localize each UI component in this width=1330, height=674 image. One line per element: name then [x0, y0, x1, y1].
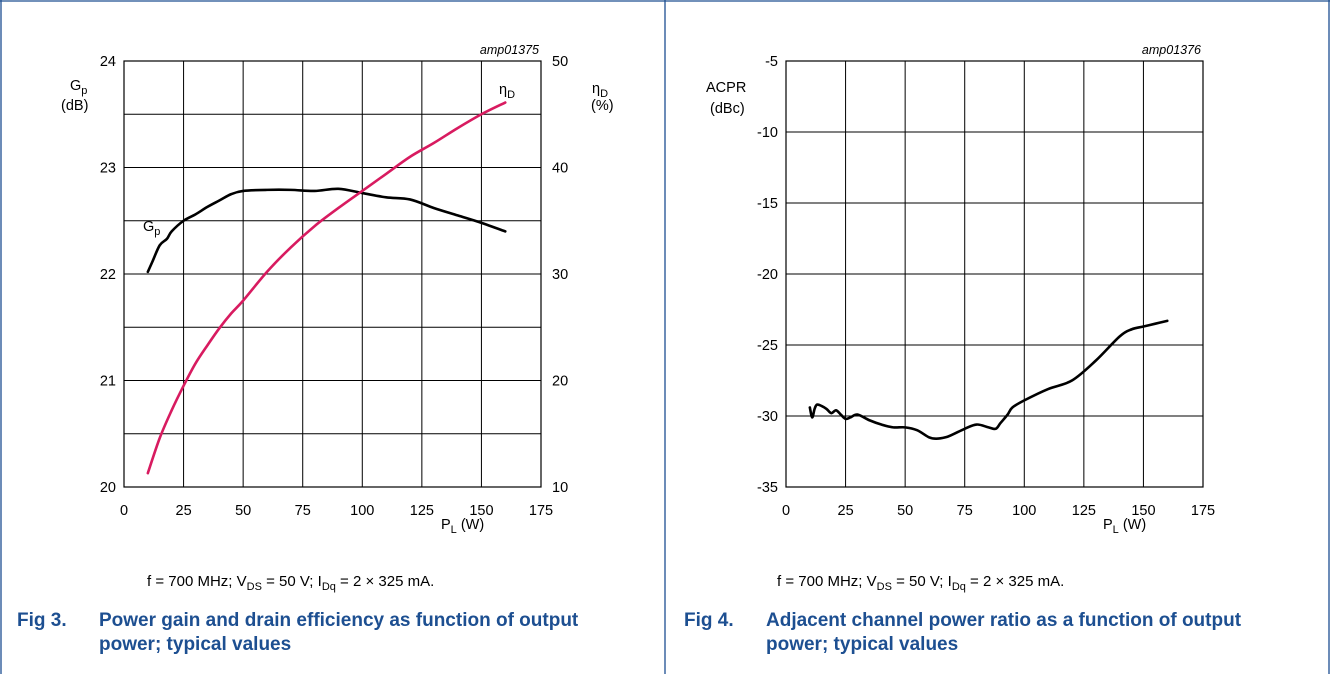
x-tick-label: 125: [410, 503, 434, 519]
x-axis-ticks: 0 25 50 75 100 125 150 175: [120, 503, 553, 519]
efficiency-curve: [146, 101, 507, 475]
plot-border: [785, 60, 1204, 488]
y-tick-label: 20: [100, 480, 116, 496]
y-right-tick-label: 50: [552, 54, 568, 70]
measurement-conditions: f = 700 MHz; VDS = 50 V; IDq = 2 × 325 m…: [777, 573, 1065, 593]
series-label-efficiency: ηD: [499, 82, 515, 101]
y-right-tick-label: 10: [552, 480, 568, 496]
y-right-tick-label: 30: [552, 267, 568, 283]
y-tick-label: 23: [100, 161, 116, 177]
y-tick-label: 22: [100, 267, 116, 283]
x-tick-label: 50: [897, 503, 913, 519]
figure-caption: Fig 3. Power gain and drain efficiency a…: [17, 609, 657, 659]
figure-reference-id: amp01375: [480, 43, 539, 57]
plot-border: [123, 60, 542, 488]
chart-grid: [786, 61, 1203, 487]
x-tick-label: 150: [469, 503, 493, 519]
measurement-conditions: f = 700 MHz; VDS = 50 V; IDq = 2 × 325 m…: [147, 573, 435, 593]
y-tick-label: -35: [757, 480, 778, 496]
x-tick-label: 175: [529, 503, 553, 519]
y-axis-right-label-symbol: ηD: [592, 81, 608, 100]
figure-caption: Fig 4. Adjacent channel power ratio as a…: [684, 609, 1324, 659]
chart-series: [146, 101, 507, 475]
y-right-tick-label: 20: [552, 374, 568, 390]
x-tick-label: 0: [782, 503, 790, 519]
acpr-chart: 0 25 50 75 100 125 150 175 -35 -30 -25 -20 -15 -10 -5…: [706, 43, 1215, 536]
y-tick-label: -30: [757, 409, 778, 425]
x-tick-label: 75: [295, 503, 311, 519]
y-axis-left-label-unit: (dB): [61, 98, 88, 114]
y-right-tick-label: 40: [552, 161, 568, 177]
y-axis-right-ticks: 10 20 30 40 50: [552, 54, 568, 496]
y-axis-label-unit: (dBc): [710, 101, 745, 117]
x-tick-label: 175: [1191, 503, 1215, 519]
acpr-curve: [808, 319, 1169, 441]
y-tick-label: -20: [757, 267, 778, 283]
x-tick-label: 100: [1012, 503, 1036, 519]
y-tick-label: 21: [100, 374, 116, 390]
x-tick-label: 150: [1131, 503, 1155, 519]
figure-title: Power gain and drain efficiency as funct…: [99, 610, 579, 655]
figure-reference-id: amp01376: [1142, 43, 1201, 57]
y-axis-left-ticks: 20 21 22 23 24: [100, 54, 116, 496]
x-tick-label: 100: [350, 503, 374, 519]
x-axis-label: PL (W): [441, 517, 484, 536]
x-tick-label: 25: [838, 503, 854, 519]
chart-grid: [124, 61, 541, 487]
figure-title: Adjacent channel power ratio as a functi…: [766, 610, 1242, 655]
y-tick-label: -5: [765, 54, 778, 70]
y-axis-label-name: ACPR: [706, 80, 746, 96]
y-tick-label: 24: [100, 54, 116, 70]
x-tick-label: 125: [1072, 503, 1096, 519]
chart-series: [808, 319, 1169, 441]
x-tick-label: 0: [120, 503, 128, 519]
series-label-gain: Gp: [143, 219, 160, 238]
y-axis-left-label-symbol: Gp: [70, 78, 87, 97]
figure-number: Fig 3.: [17, 610, 67, 631]
x-axis-ticks: 0 25 50 75 100 125 150 175: [782, 503, 1215, 519]
y-axis-right-label-unit: (%): [591, 98, 614, 114]
y-tick-label: -10: [757, 125, 778, 141]
x-tick-label: 75: [957, 503, 973, 519]
x-tick-label: 50: [235, 503, 251, 519]
y-tick-label: -15: [757, 196, 778, 212]
y-axis-ticks: -35 -30 -25 -20 -15 -10 -5: [757, 54, 778, 496]
x-axis-label: PL (W): [1103, 517, 1146, 536]
y-tick-label: -25: [757, 338, 778, 354]
figure-number: Fig 4.: [684, 610, 734, 631]
x-tick-label: 25: [176, 503, 192, 519]
gain-efficiency-chart: 0 25 50 75 100 125 150 175 20 21 22 23 24 10 20 30 40 5…: [61, 43, 614, 536]
gain-curve: [146, 187, 507, 274]
